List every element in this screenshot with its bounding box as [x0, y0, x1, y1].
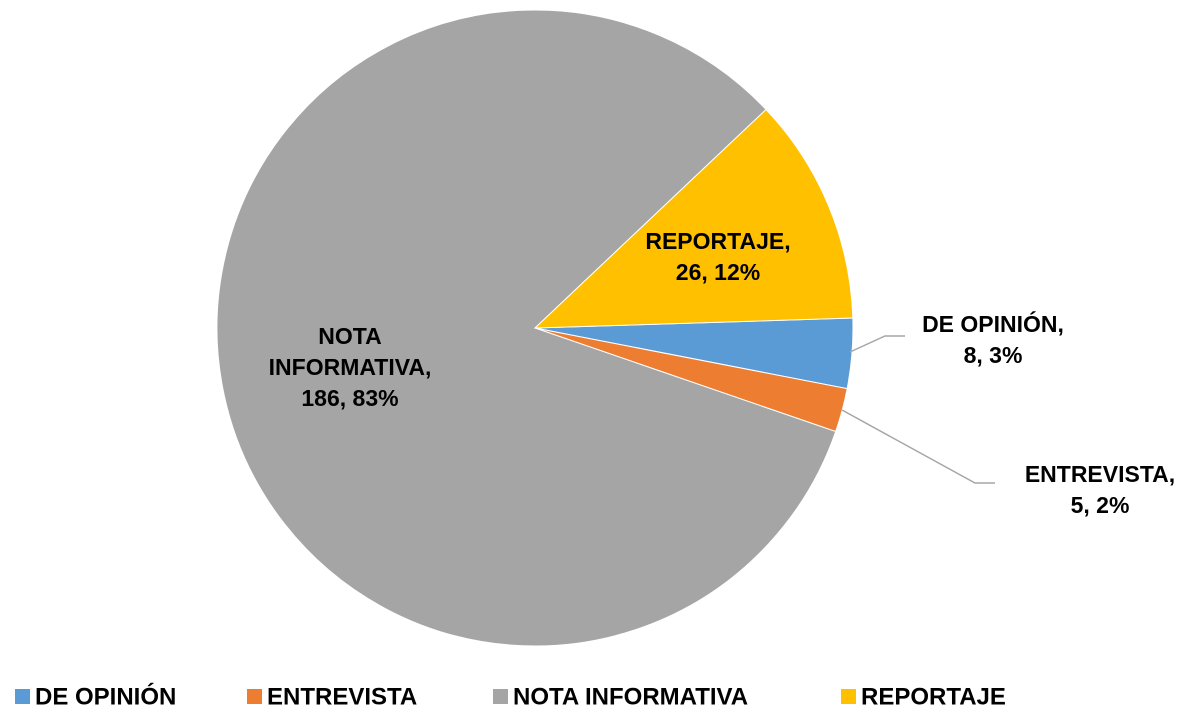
data-label: INFORMATIVA,: [269, 354, 432, 380]
data-label: 5, 2%: [1071, 492, 1130, 518]
legend-swatch: [247, 689, 262, 704]
data-label: REPORTAJE,: [645, 228, 790, 254]
leader-line: [849, 335, 905, 353]
pie-slice: [533, 108, 854, 329]
data-label: ENTREVISTA,: [1025, 461, 1175, 487]
data-label: NOTA: [318, 323, 381, 349]
data-label: 26, 12%: [676, 259, 760, 285]
data-label: 8, 3%: [964, 342, 1023, 368]
legend-swatch: [15, 689, 30, 704]
legend-label: ENTREVISTA: [267, 683, 417, 710]
data-label: DE OPINIÓN,: [922, 310, 1064, 337]
legend-swatch: [841, 689, 856, 704]
legend-label: REPORTAJE: [861, 683, 1006, 710]
leader-line: [841, 409, 995, 484]
legend-label: DE OPINIÓN: [35, 682, 176, 710]
legend-swatch: [493, 689, 508, 704]
data-label: 186, 83%: [301, 385, 398, 411]
legend-label: NOTA INFORMATIVA: [513, 683, 748, 710]
pie-slice: [216, 9, 837, 647]
